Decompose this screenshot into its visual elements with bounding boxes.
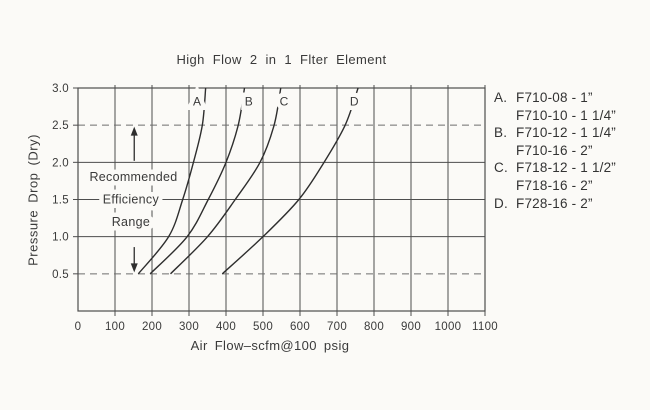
curve-label-B: B bbox=[245, 94, 253, 108]
legend: A. F710-08 - 1” F710-10 - 1 1/4” B. F710-1… bbox=[494, 89, 616, 212]
legend-item-letter: B. bbox=[494, 125, 508, 141]
legend-item-letter: D. bbox=[494, 195, 508, 211]
legend-item: B. F710-12 - 1 1/4” bbox=[494, 124, 616, 142]
x-tick-label-1000: 1000 bbox=[435, 321, 462, 333]
x-axis-title: Air Flow–scfm@100 psig bbox=[190, 338, 350, 353]
y-tick-label-3.0: 3.0 bbox=[52, 83, 69, 95]
x-tick-label-0: 0 bbox=[75, 321, 82, 333]
x-tick-label-800: 800 bbox=[364, 321, 384, 333]
legend-item-letter bbox=[494, 107, 516, 125]
x-tick-label-100: 100 bbox=[105, 321, 125, 333]
legend-item-letter: C. bbox=[494, 160, 508, 176]
legend-item: F710-10 - 1 1/4” bbox=[494, 107, 616, 125]
legend-item-letter bbox=[494, 142, 516, 160]
legend-item-label: F710-16 - 2” bbox=[516, 142, 593, 158]
y-tick-label-2.5: 2.5 bbox=[52, 120, 69, 132]
x-tick-label-500: 500 bbox=[253, 321, 273, 333]
x-tick-label-200: 200 bbox=[142, 321, 162, 333]
legend-item-label: F718-16 - 2” bbox=[516, 177, 593, 193]
curve-C bbox=[170, 87, 282, 275]
legend-item: F718-16 - 2” bbox=[494, 177, 616, 195]
legend-item-label: F718-12 - 1 1/2” bbox=[516, 160, 617, 176]
x-tick-label-400: 400 bbox=[216, 321, 236, 333]
legend-item-label: F710-10 - 1 1/4” bbox=[516, 107, 617, 123]
legend-item-label: F728-16 - 2” bbox=[516, 195, 593, 211]
legend-item: C. F718-12 - 1 1/2” bbox=[494, 159, 616, 177]
plot-border bbox=[77, 87, 486, 312]
legend-item-letter: A. bbox=[494, 90, 508, 105]
annotation-line-2: Range bbox=[112, 215, 150, 229]
x-tick-label-700: 700 bbox=[327, 321, 347, 333]
legend-item-letter bbox=[494, 177, 516, 195]
curve-B bbox=[149, 87, 246, 275]
legend-item-label: F710-08 - 1” bbox=[516, 90, 593, 105]
curve-A bbox=[137, 87, 207, 275]
y-tick-label-0.5: 0.5 bbox=[52, 269, 69, 281]
annotation-line-0: Recommended bbox=[89, 170, 177, 184]
chart-title: High Flow 2 in 1 Flter Element bbox=[176, 52, 387, 67]
legend-item: F710-16 - 2” bbox=[494, 142, 616, 160]
x-tick-label-600: 600 bbox=[290, 321, 310, 333]
x-tick-label-300: 300 bbox=[179, 321, 199, 333]
annotation-line-1: Efficiency bbox=[103, 193, 160, 207]
curve-label-D: D bbox=[350, 94, 359, 108]
annotation-arrow-up-head bbox=[130, 126, 138, 136]
legend-item: A. F710-08 - 1” bbox=[494, 89, 616, 107]
y-tick-label-1.5: 1.5 bbox=[52, 195, 69, 207]
annotation-arrow-down-head bbox=[130, 263, 138, 273]
curve-label-A: A bbox=[193, 94, 201, 108]
y-tick-label-1.0: 1.0 bbox=[52, 232, 69, 244]
curve-D bbox=[221, 87, 359, 275]
x-tick-label-900: 900 bbox=[401, 321, 421, 333]
legend-item-label: F710-12 - 1 1/4” bbox=[516, 125, 617, 141]
y-tick-label-2.0: 2.0 bbox=[52, 157, 69, 169]
x-tick-label-1100: 1100 bbox=[472, 321, 498, 333]
legend-item: D. F728-16 - 2” bbox=[494, 195, 616, 213]
curve-label-C: C bbox=[280, 94, 289, 108]
